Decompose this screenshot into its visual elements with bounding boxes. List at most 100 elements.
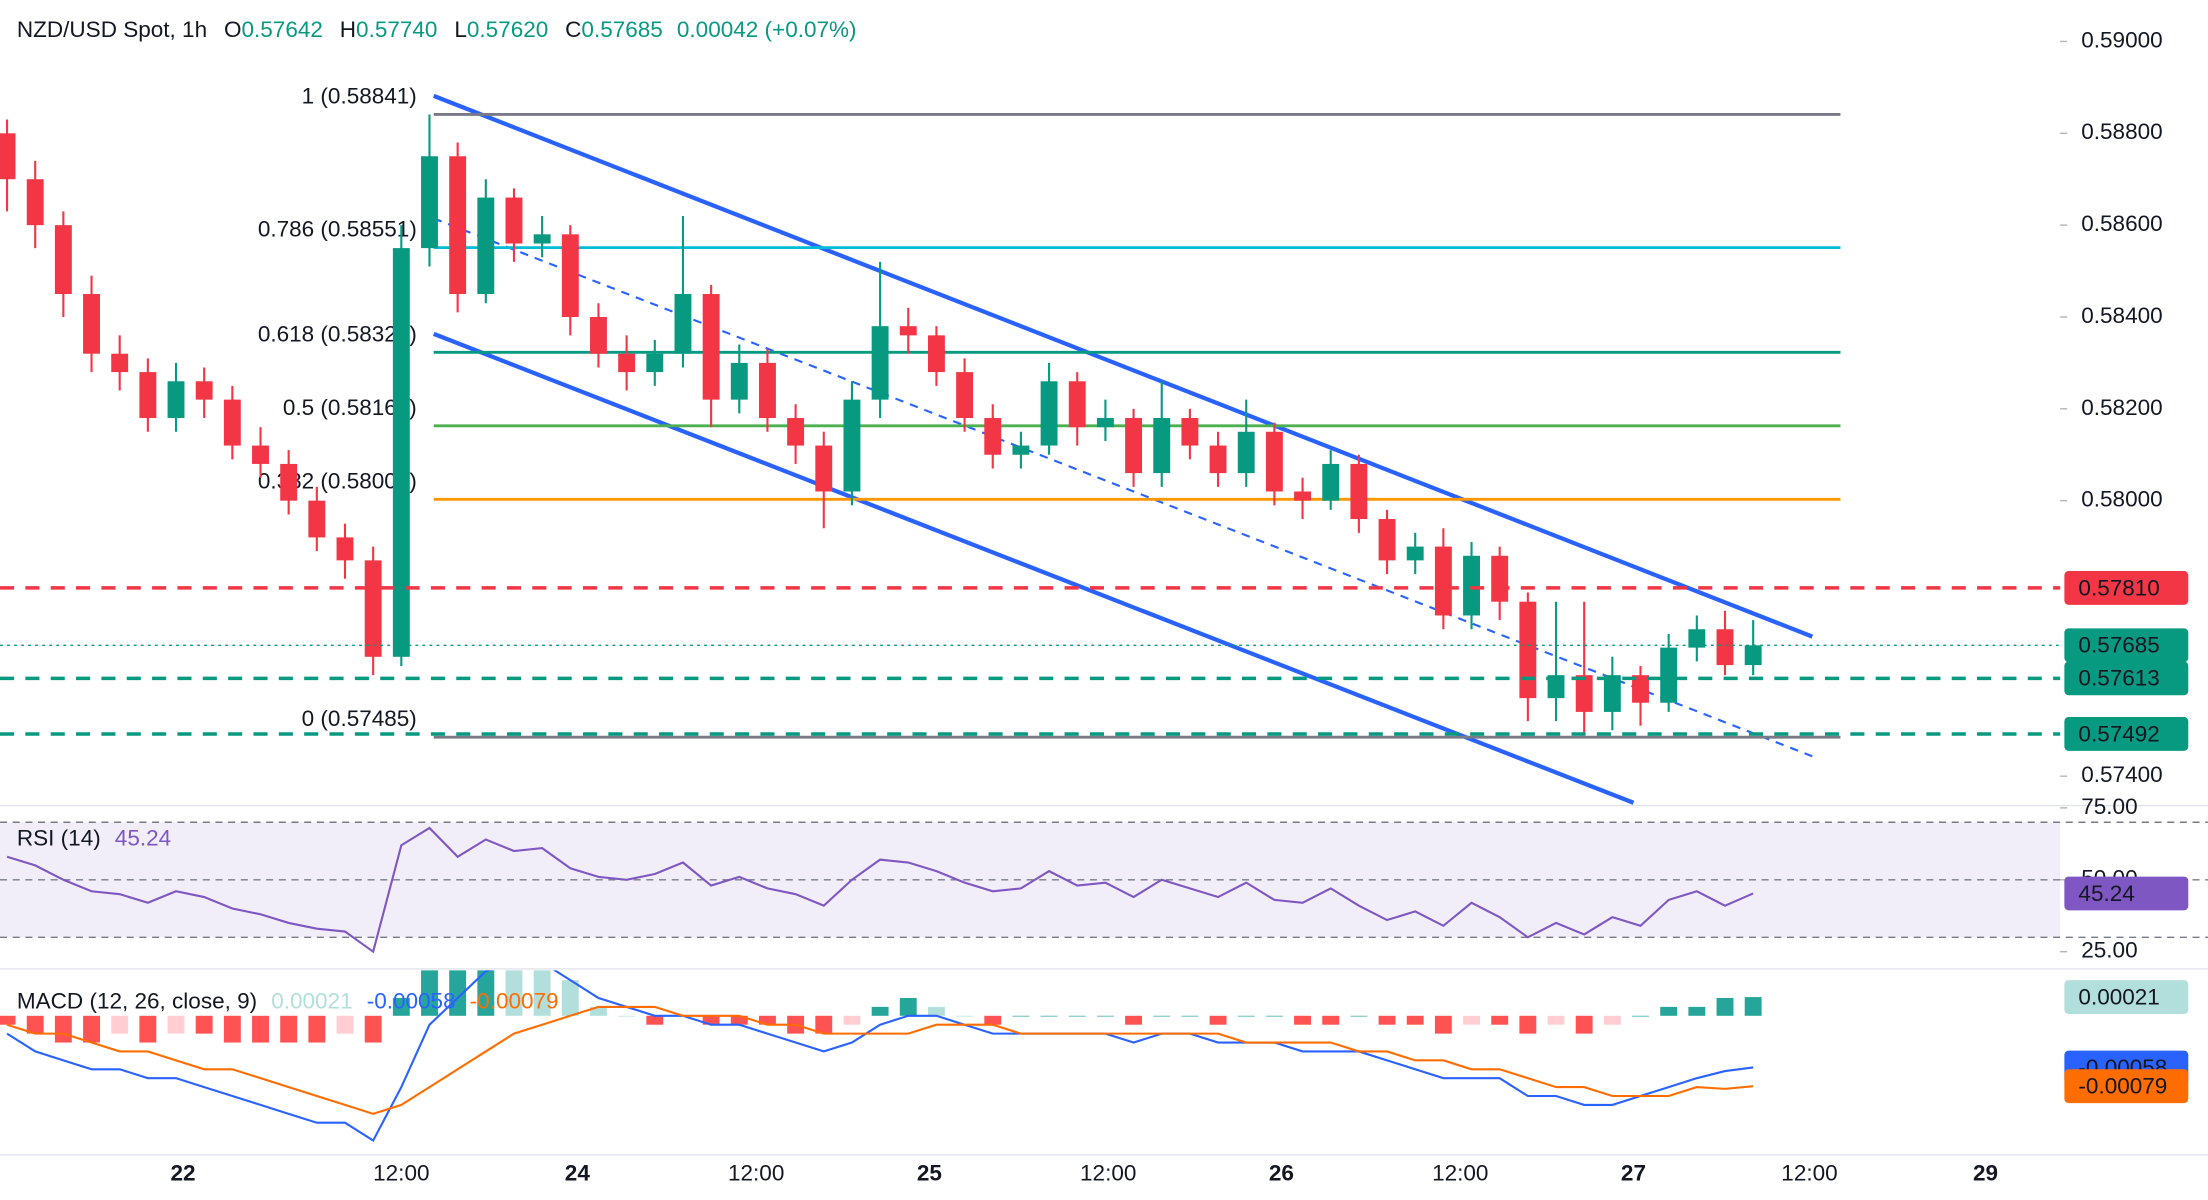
x-tick-label: 26 xyxy=(1269,1160,1294,1185)
candle-body xyxy=(1040,381,1058,446)
candle-body xyxy=(1125,418,1143,474)
macd-histogram-bar xyxy=(1632,1015,1649,1017)
candle-body xyxy=(646,353,664,373)
x-tick-label: 24 xyxy=(565,1160,591,1185)
ohlc-value: 0.57620 xyxy=(467,17,548,42)
price-label-box xyxy=(2064,661,2189,696)
price-label-box xyxy=(2064,571,2189,605)
candle-body xyxy=(984,418,1002,455)
macd-histogram-bar xyxy=(0,1015,16,1025)
candle-body xyxy=(449,156,467,295)
candle-body xyxy=(1744,645,1762,666)
macd-histogram-bar xyxy=(1237,1015,1255,1017)
candle-body xyxy=(590,316,607,354)
macd-histogram-bar xyxy=(336,1015,354,1034)
price-label: 0.57492 xyxy=(2078,721,2159,746)
ohlc-key: C xyxy=(565,17,581,42)
macd-header: MACD (12, 26, close, 9) 0.00021 -0.00058 -0… xyxy=(17,989,559,1014)
macd-histogram-bar xyxy=(1463,1015,1480,1025)
price-label-box xyxy=(2064,876,2189,911)
candle-body xyxy=(1547,675,1565,699)
macd-histogram-bar xyxy=(702,1015,720,1025)
macd-histogram-bar xyxy=(1378,1015,1396,1025)
macd-histogram-bar xyxy=(590,1006,607,1016)
candle-body xyxy=(1322,463,1340,501)
x-tick-label: 27 xyxy=(1621,1160,1646,1185)
macd-histogram-bar xyxy=(1575,1015,1593,1034)
candle-body xyxy=(1434,546,1452,616)
macd-histogram-bar xyxy=(167,1015,185,1034)
macd-line xyxy=(6,970,1754,1143)
macd-histogram-bar xyxy=(1660,1006,1678,1016)
candle-body xyxy=(533,234,551,244)
candle-body xyxy=(421,156,438,249)
macd-histogram-bar xyxy=(646,1015,664,1025)
candle-body xyxy=(392,248,410,657)
y-tick-label: 0.58200 xyxy=(2081,395,2162,420)
macd-histogram-bar xyxy=(26,1015,44,1034)
macd-histogram-bar xyxy=(1181,1015,1199,1017)
macd-histogram-bar xyxy=(364,1015,382,1043)
candle-body xyxy=(1632,675,1649,703)
macd-histogram-bar xyxy=(730,1015,748,1025)
macd-histogram-bar xyxy=(1096,1015,1114,1017)
macd-histogram-bar xyxy=(1744,997,1762,1016)
channel xyxy=(432,93,1814,805)
macd-plot xyxy=(0,970,1762,1143)
candle-body xyxy=(505,197,523,244)
macd-histogram-bar xyxy=(139,1015,157,1043)
macd-value: -0.00058 xyxy=(367,989,456,1014)
channel-lower xyxy=(432,331,1635,805)
macd-value: -0.00079 xyxy=(470,989,559,1014)
candle-body xyxy=(1519,601,1537,699)
macd-histogram-bar xyxy=(561,980,579,1016)
candle-body xyxy=(787,418,805,446)
price-label: 0.57613 xyxy=(2078,666,2159,691)
macd-histogram-bar xyxy=(1716,997,1734,1016)
y-tick-label: 0.58400 xyxy=(2081,303,2162,328)
macd-histogram-bar xyxy=(1125,1015,1143,1025)
candles xyxy=(0,114,1762,734)
candle-body xyxy=(111,353,129,373)
y-tick-label: 75.00 xyxy=(2081,794,2137,819)
macd-histogram-bar xyxy=(1350,1015,1368,1017)
ohlc-value: 0.57685 xyxy=(581,17,662,42)
y-tick-label: 0.59000 xyxy=(2081,27,2162,52)
macd-histogram-bar xyxy=(759,1015,776,1025)
rsi-value: 45.24 xyxy=(115,825,171,850)
x-tick-label: 12:00 xyxy=(373,1160,429,1185)
macd-histogram-bar xyxy=(956,1015,974,1017)
candle-body xyxy=(1406,546,1424,561)
candle-body xyxy=(899,326,917,336)
macd-histogram-bar xyxy=(1040,1015,1058,1017)
x-tick-label: 12:00 xyxy=(1781,1160,1837,1185)
x-tick-label: 12:00 xyxy=(728,1160,784,1185)
candle-body xyxy=(1181,418,1199,446)
price-label: 0.57810 xyxy=(2078,575,2159,600)
price-label: 45.24 xyxy=(2078,881,2134,906)
fib-label: 0.786 (0.58551) xyxy=(258,217,417,242)
candle-body xyxy=(83,294,100,354)
macd-histogram-bar xyxy=(984,1015,1002,1025)
x-tick-label: 25 xyxy=(917,1160,942,1185)
macd-histogram-bar xyxy=(477,970,495,1016)
candle-body xyxy=(1294,491,1311,501)
ohlc-value: 0.57740 xyxy=(356,17,437,42)
price-label: 0.00021 xyxy=(2078,984,2159,1009)
candle-body xyxy=(0,133,16,180)
candle-body xyxy=(1716,629,1734,666)
macd-histogram-bar xyxy=(899,997,917,1016)
price-label-box xyxy=(2064,717,2189,751)
x-tick-label: 12:00 xyxy=(1080,1160,1136,1185)
candle-body xyxy=(1096,418,1114,428)
x-tick-label: 12:00 xyxy=(1432,1160,1488,1185)
chart-header: NZD/USD Spot, 1h O0.57642 H0.57740 L0.57620… xyxy=(17,17,857,42)
candle-body xyxy=(674,294,692,354)
macd-histogram-bar xyxy=(111,1015,129,1034)
price-label-box xyxy=(2064,980,2189,1014)
candle-body xyxy=(167,381,185,419)
macd-histogram-bar xyxy=(1491,1015,1509,1025)
macd-histogram-bar xyxy=(449,970,467,1016)
change: 0.00042 (+0.07%) xyxy=(677,17,857,42)
macd-histogram-bar xyxy=(223,1015,241,1043)
